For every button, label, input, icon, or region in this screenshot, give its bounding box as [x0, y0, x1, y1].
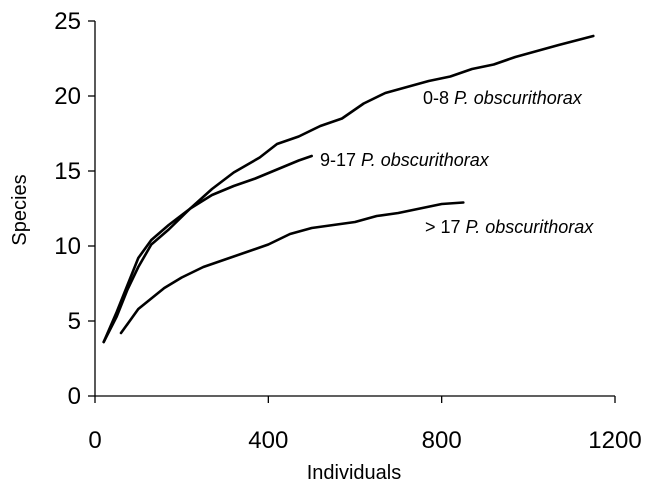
series-label-1: 9-17 P. obscurithorax — [320, 150, 490, 170]
series-label-species: P. obscurithorax — [454, 88, 583, 108]
y-tick-label: 10 — [54, 233, 81, 260]
series-label-2: > 17 P. obscurithorax — [425, 217, 594, 237]
series-line-2 — [119, 201, 465, 335]
series-line-0 — [102, 34, 595, 344]
y-axis-title: Species — [9, 174, 31, 245]
ticks: 0 5 10 15 20 25 0 400 800 1200 — [54, 8, 641, 454]
y-tick-label: 0 — [68, 383, 81, 410]
x-tick-label: 1200 — [588, 427, 641, 454]
y-tick-label: 25 — [54, 8, 81, 35]
y-tick-label: 15 — [54, 158, 81, 185]
y-tick-label: 5 — [68, 308, 81, 335]
y-tick-label: 20 — [54, 83, 81, 110]
x-tick-label: 0 — [88, 427, 101, 454]
series-label-prefix: > 17 — [425, 217, 466, 237]
series-label-prefix: 9-17 — [320, 150, 361, 170]
series-label-0: 0-8 P. obscurithorax — [423, 88, 583, 108]
series-line-1 — [102, 154, 313, 344]
series-label-prefix: 0-8 — [423, 88, 454, 108]
axes — [94, 21, 615, 397]
series-label-species: P. obscurithorax — [361, 150, 490, 170]
series-group — [102, 34, 595, 344]
x-axis-title: Individuals — [307, 462, 402, 484]
x-tick-label: 400 — [248, 427, 288, 454]
x-tick-label: 800 — [422, 427, 462, 454]
series-label-species: P. obscurithorax — [466, 217, 595, 237]
